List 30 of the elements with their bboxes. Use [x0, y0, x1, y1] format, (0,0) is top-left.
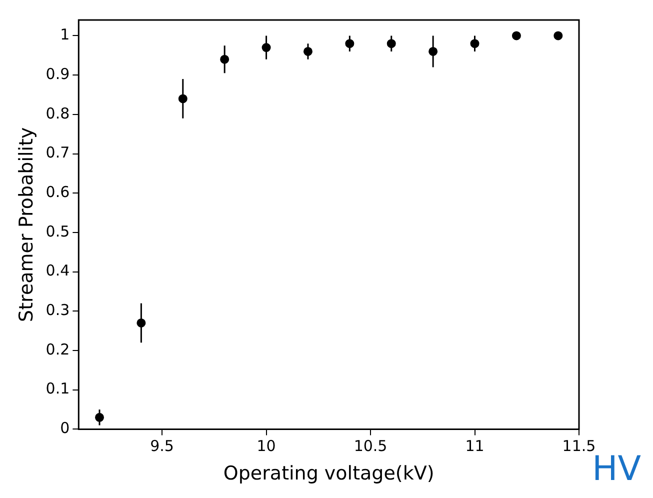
x-tick-label: 11.5 [562, 437, 596, 456]
x-tick-label: 10 [256, 437, 276, 456]
point [428, 46, 438, 56]
y-tick-label: 0.5 [46, 222, 70, 240]
point [95, 412, 104, 422]
point [303, 46, 312, 56]
x-tick-label: 9.5 [150, 437, 174, 456]
point [136, 318, 146, 328]
y-axis-title: Streamer Probability [15, 127, 38, 322]
y-tick-label: 0.2 [46, 340, 70, 358]
x-axis-title: Operating voltage(kV) [223, 462, 434, 485]
x-tick-label: 10.5 [354, 437, 388, 456]
y-tick-label: 0.4 [46, 262, 70, 280]
y-tick-label: 0.9 [46, 64, 70, 83]
point [554, 31, 563, 40]
y-tick-label: 0.3 [46, 301, 70, 320]
point [220, 54, 230, 64]
point [178, 94, 188, 104]
point [512, 31, 521, 40]
point [345, 39, 354, 48]
y-tick-label: 1 [60, 26, 70, 44]
point [386, 39, 396, 48]
y-tick-label: 0 [60, 419, 70, 438]
y-tick-label: 0.1 [46, 380, 70, 398]
y-tick-label: 0.7 [46, 144, 70, 162]
x-tick-label: 11 [465, 437, 484, 456]
y-tick-label: 0.8 [46, 104, 70, 122]
y-tick-label: 0.6 [46, 183, 70, 202]
point [262, 43, 271, 52]
point [470, 39, 480, 48]
